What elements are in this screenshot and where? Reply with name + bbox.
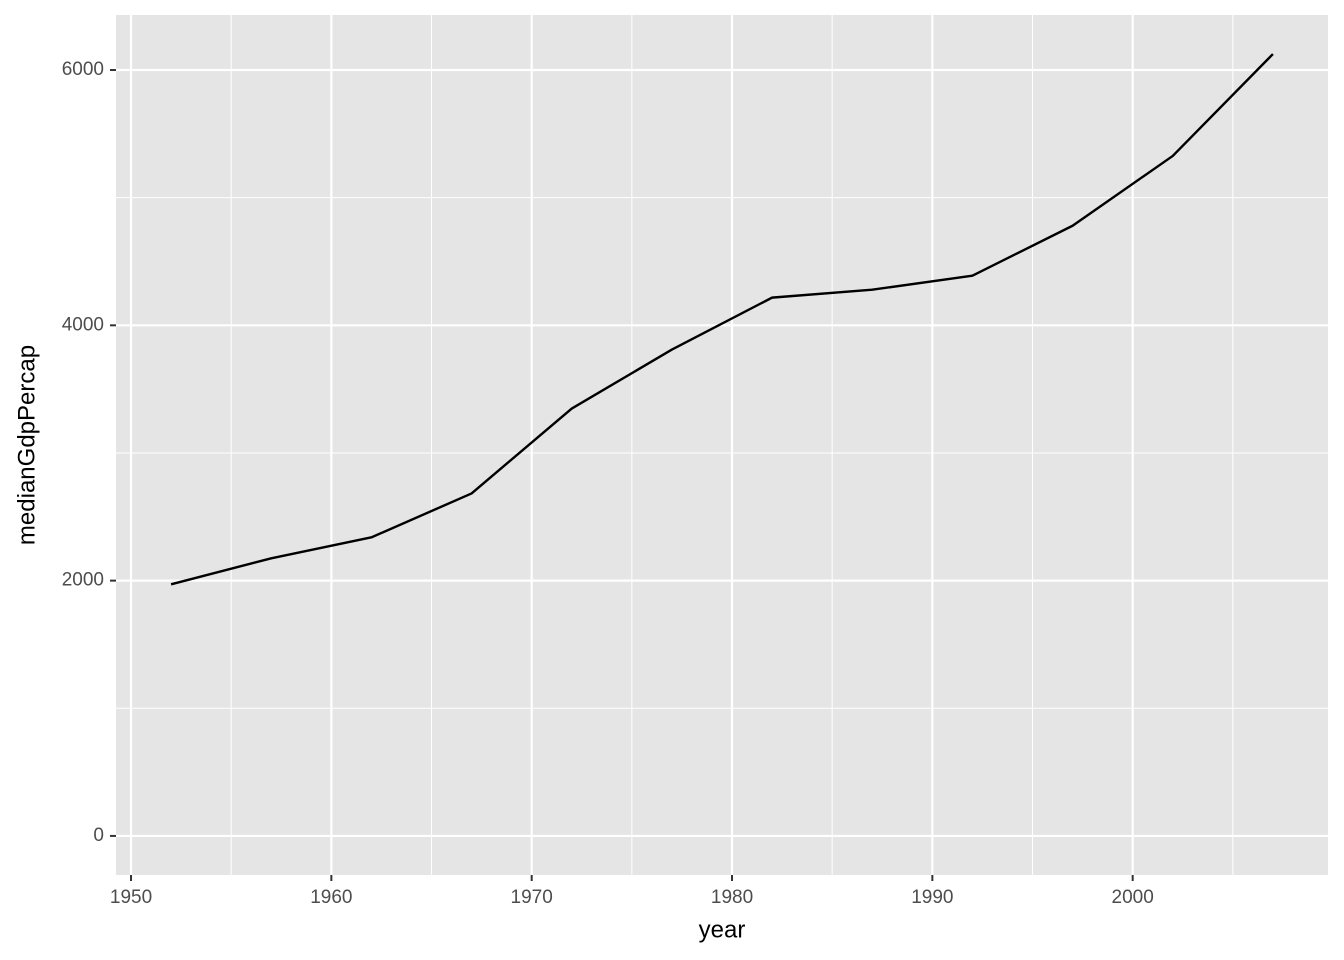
y-tick-label: 6000 <box>62 59 104 80</box>
panel <box>116 15 1328 875</box>
y-tick-label: 2000 <box>62 570 104 591</box>
x-tick-label: 2000 <box>1112 887 1154 908</box>
x-tick-label: 1980 <box>711 887 753 908</box>
y-tick-label: 0 <box>93 825 104 846</box>
y-tick-label: 4000 <box>62 314 104 335</box>
x-tick-label: 1960 <box>310 887 352 908</box>
x-tick-label: 1970 <box>511 887 553 908</box>
x-tick-label: 1990 <box>911 887 953 908</box>
data-line <box>170 53 1274 586</box>
x-axis-title: year <box>699 916 746 943</box>
grid <box>116 15 1328 875</box>
y-axis-title: medianGdpPercap <box>13 345 40 545</box>
x-tick-label: 1950 <box>110 887 152 908</box>
